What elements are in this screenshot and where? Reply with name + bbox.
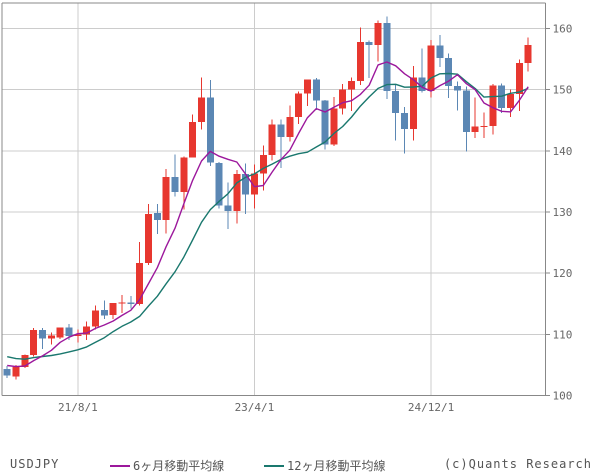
candle-body-up xyxy=(118,302,126,304)
candle-body-up xyxy=(144,213,152,263)
y-tick-label: 130 xyxy=(553,206,573,219)
candle-body-down xyxy=(215,163,223,206)
candle-body-up xyxy=(250,173,258,195)
candle-body-down xyxy=(383,22,391,91)
candle-body-up xyxy=(374,22,382,46)
ma6-line-swatch xyxy=(110,464,130,467)
copyright-label: (c)Quants Research xyxy=(443,457,592,471)
candle-body-up xyxy=(162,177,170,220)
candle-body-up xyxy=(12,366,20,377)
moving-average-lines xyxy=(7,61,529,368)
candle-body-up xyxy=(109,303,117,315)
candle-body-down xyxy=(321,100,329,145)
candle-body-down xyxy=(3,369,11,376)
candle-body-up xyxy=(471,126,479,132)
candle-body-down xyxy=(277,124,285,137)
x-tick-label: 24/12/1 xyxy=(408,401,454,414)
y-tick-label: 160 xyxy=(553,23,573,36)
candle-body-up xyxy=(74,334,82,337)
legend-item-ma12: 12ヶ月移動平均線 xyxy=(264,457,385,474)
candle-body-up xyxy=(409,77,417,129)
candle-body-down xyxy=(418,77,426,91)
candle-body-down xyxy=(224,205,232,211)
candle-body-down xyxy=(454,85,462,91)
candle-body-down xyxy=(127,302,135,304)
y-axis-ticks xyxy=(545,28,550,396)
candle-body-up xyxy=(524,45,532,63)
ma6-line xyxy=(7,61,529,368)
candle-body-up xyxy=(356,41,364,82)
candle-body-up xyxy=(180,157,188,192)
ma12-line xyxy=(7,72,529,360)
candle-body-down xyxy=(365,41,373,46)
candle-body-up xyxy=(92,310,99,327)
candle-body-down xyxy=(436,45,444,58)
legend-label-ma6: 6ヶ月移動平均線 xyxy=(133,459,225,473)
y-tick-label: 100 xyxy=(553,390,573,403)
candle-body-up xyxy=(197,97,205,123)
candle-body-up xyxy=(489,85,497,126)
symbol-label: USDJPY xyxy=(10,457,60,471)
candle-body-down xyxy=(462,90,470,132)
candle-body-up xyxy=(507,93,515,109)
legend-item-ma6: 6ヶ月移動平均線 xyxy=(110,457,224,474)
candle-body-up xyxy=(480,125,488,127)
candle-body-up xyxy=(56,327,64,338)
plot-frame xyxy=(1,2,546,396)
candle-body-down xyxy=(445,57,453,86)
candle-body-up xyxy=(233,174,241,211)
chart-footer: USDJPY 6ヶ月移動平均線 12ヶ月移動平均線 (c)Quants Rese… xyxy=(0,455,600,475)
candle-body-up xyxy=(339,89,347,109)
candle-body-up xyxy=(427,45,435,91)
candle-body-down xyxy=(153,213,161,220)
legend-label-ma12: 12ヶ月移動平均線 xyxy=(287,459,386,473)
candle-body-down xyxy=(401,112,409,129)
candle-body-down xyxy=(206,97,214,163)
candle-body-up xyxy=(83,326,91,335)
candle-body-up xyxy=(303,79,311,94)
candle-body-down xyxy=(242,174,250,195)
y-tick-label: 150 xyxy=(553,84,573,97)
candle-body-up xyxy=(348,81,356,90)
y-tick-label: 110 xyxy=(553,328,573,341)
y-axis-labels: 100 110 120 130 140 150 160 xyxy=(553,23,573,403)
candle-body-up xyxy=(47,335,55,339)
candle-body-down xyxy=(39,330,47,339)
x-axis-labels: 21/8/1 23/4/1 24/12/1 xyxy=(58,401,454,414)
candle-body-down xyxy=(312,79,320,101)
x-tick-label: 21/8/1 xyxy=(58,401,98,414)
candle-body-up xyxy=(515,62,523,94)
ma12-line-swatch xyxy=(264,464,284,467)
candle-body-down xyxy=(392,90,400,113)
candle-body-down xyxy=(100,309,108,316)
candle-body-down xyxy=(65,327,73,337)
candle-body-up xyxy=(259,155,267,174)
y-tick-label: 140 xyxy=(553,145,573,158)
candle-body-down xyxy=(171,177,179,192)
gridlines xyxy=(2,3,546,396)
y-tick-label: 120 xyxy=(553,267,573,280)
candle-body-up xyxy=(295,93,303,118)
candles-group xyxy=(3,16,532,380)
candle-body-up xyxy=(286,117,294,137)
candle-body-up xyxy=(21,355,29,367)
candle-body-up xyxy=(30,330,38,356)
x-tick-label: 23/4/1 xyxy=(235,401,275,414)
candle-body-up xyxy=(268,124,276,156)
candle-body-up xyxy=(136,262,144,304)
candle-body-up xyxy=(330,108,338,145)
candle-body-up xyxy=(189,122,197,158)
